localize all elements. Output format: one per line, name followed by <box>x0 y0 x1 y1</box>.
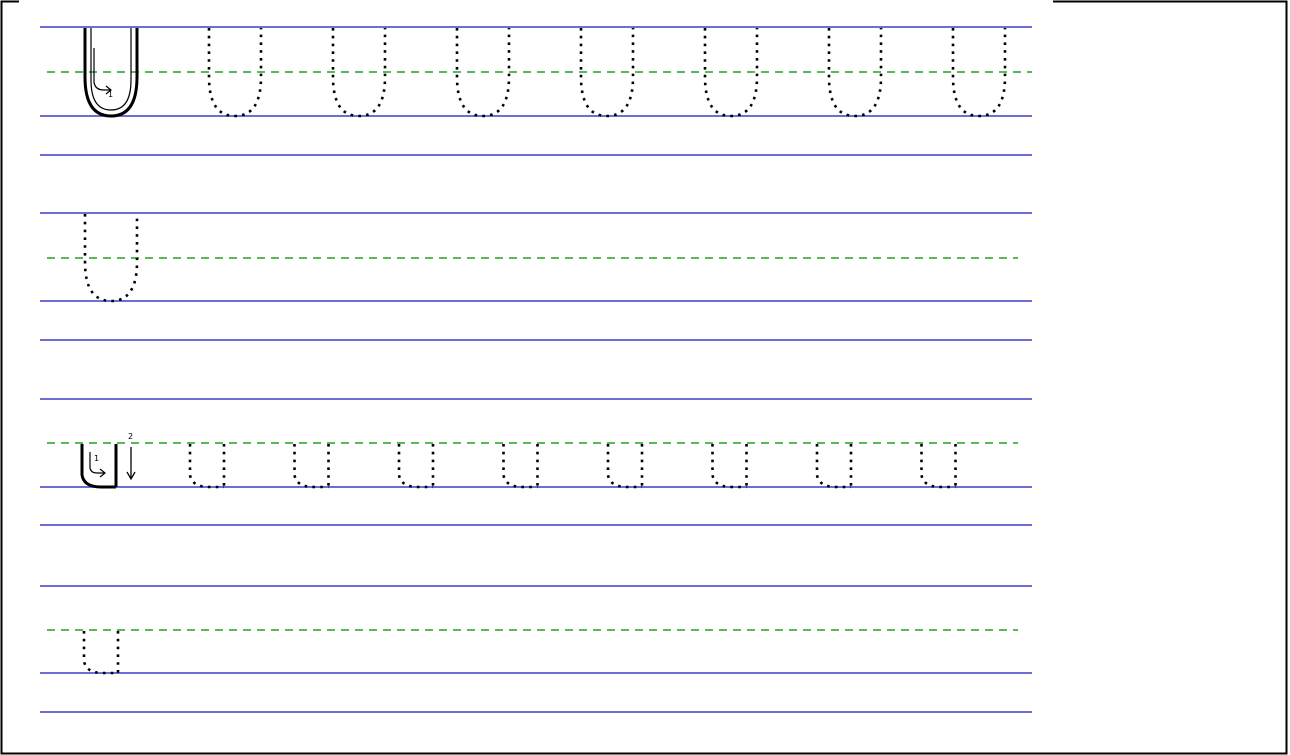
trace-letter <box>920 444 957 489</box>
trace-letter <box>207 28 263 118</box>
trace-letter <box>293 444 330 489</box>
model-letter <box>80 444 118 489</box>
trace-letter <box>188 444 226 489</box>
stroke-number: 1 <box>94 454 99 463</box>
stroke-direction-arrow <box>93 48 110 91</box>
arrow-head <box>126 471 136 481</box>
trace-letter <box>455 28 511 118</box>
ruled-lines <box>40 26 1032 713</box>
trace-letter <box>579 28 635 118</box>
arrow-head <box>99 468 106 478</box>
letters: 1 1 2 <box>80 28 1007 675</box>
arrow-head <box>105 85 112 95</box>
trace-letter <box>82 631 120 675</box>
model-letter-outer <box>83 28 139 118</box>
trace-letter <box>331 28 387 118</box>
trace-letter <box>502 444 539 489</box>
trace-letter <box>815 444 853 489</box>
trace-letter <box>951 28 1007 118</box>
model-letter-inner <box>90 28 132 111</box>
stroke-direction-arrow <box>89 452 104 474</box>
trace-letter <box>711 444 748 489</box>
trace-letter <box>606 444 644 489</box>
trace-letter <box>703 28 759 118</box>
stroke-number: 1 <box>108 90 113 99</box>
trace-letter <box>397 444 435 489</box>
stroke-number: 2 <box>128 432 133 441</box>
trace-letter <box>827 28 883 118</box>
